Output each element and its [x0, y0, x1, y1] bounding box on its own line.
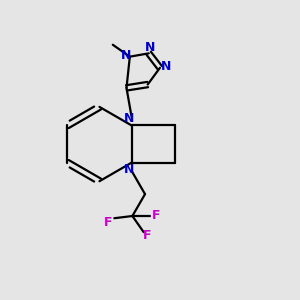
Text: F: F [143, 229, 152, 242]
Text: N: N [161, 60, 172, 73]
Text: N: N [145, 41, 155, 54]
Text: F: F [152, 209, 161, 223]
Text: F: F [104, 216, 112, 229]
Text: N: N [121, 49, 131, 62]
Text: N: N [124, 112, 134, 125]
Text: N: N [124, 163, 134, 176]
